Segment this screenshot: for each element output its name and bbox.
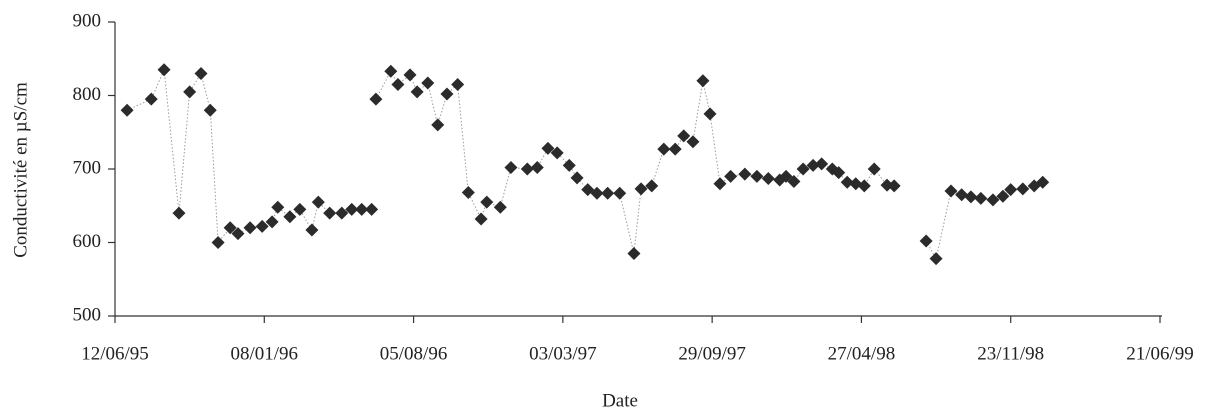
data-point	[305, 223, 319, 237]
data-point	[929, 252, 943, 266]
data-point	[645, 179, 659, 193]
data-point	[384, 64, 398, 78]
data-point	[120, 103, 134, 117]
data-point	[590, 186, 604, 200]
data-point	[761, 172, 775, 186]
data-point	[677, 129, 691, 143]
data-point	[750, 169, 764, 183]
data-point	[887, 179, 901, 193]
data-point	[713, 177, 727, 191]
data-point	[391, 77, 405, 91]
data-point	[634, 182, 648, 196]
data-point	[345, 202, 359, 216]
data-point	[613, 186, 627, 200]
data-point	[867, 162, 881, 176]
data-point	[550, 146, 564, 160]
data-point	[243, 221, 257, 235]
y-tick-label: 700	[73, 157, 102, 178]
x-tick-label: 29/09/97	[678, 343, 746, 364]
data-point	[231, 227, 245, 241]
data-point	[832, 166, 846, 180]
x-tick-label: 05/08/96	[380, 343, 448, 364]
data-point	[480, 195, 494, 209]
data-point	[1016, 182, 1030, 196]
data-point	[944, 184, 958, 198]
data-point	[451, 77, 465, 91]
data-point	[1004, 183, 1018, 197]
data-point	[144, 92, 158, 106]
x-tick-label: 03/03/97	[529, 343, 597, 364]
y-tick-label: 800	[73, 84, 102, 105]
data-point	[271, 200, 285, 214]
x-tick-label: 21/06/99	[1126, 343, 1194, 364]
data-point	[369, 92, 383, 106]
data-point	[530, 161, 544, 175]
data-point	[335, 206, 349, 220]
data-point	[668, 142, 682, 156]
data-point	[440, 87, 454, 101]
data-point	[311, 195, 325, 209]
data-point	[474, 212, 488, 226]
data-point	[738, 167, 752, 181]
data-point	[194, 66, 208, 80]
data-point	[410, 85, 424, 99]
data-point	[183, 85, 197, 99]
data-point	[355, 202, 369, 216]
data-point	[562, 158, 576, 172]
y-tick-label: 600	[73, 231, 102, 252]
data-point	[840, 175, 854, 189]
data-point	[787, 174, 801, 188]
data-point	[223, 221, 237, 235]
data-point	[493, 200, 507, 214]
data-point	[919, 234, 933, 248]
data-point	[172, 206, 186, 220]
data-point	[806, 158, 820, 172]
y-axis-label: Conductivité en µS/cm	[10, 82, 31, 258]
data-point	[421, 76, 435, 90]
x-axis-label: Date	[602, 390, 638, 411]
data-point	[323, 206, 337, 220]
data-point	[703, 107, 717, 121]
data-point	[504, 161, 518, 175]
data-point	[520, 162, 534, 176]
data-point	[796, 162, 810, 176]
data-point	[255, 219, 269, 233]
y-tick-label: 900	[73, 10, 102, 31]
data-point	[403, 68, 417, 82]
x-tick-label: 27/04/98	[828, 343, 896, 364]
data-point	[657, 142, 671, 156]
data-point	[541, 141, 555, 155]
data-point	[461, 186, 475, 200]
data-point	[857, 179, 871, 193]
data-point	[203, 103, 217, 117]
data-point	[431, 118, 445, 132]
y-tick-label: 500	[73, 304, 102, 325]
data-point	[686, 135, 700, 149]
data-point	[627, 247, 641, 261]
data-point	[815, 157, 829, 171]
data-point	[601, 186, 615, 200]
data-point	[283, 210, 297, 224]
data-point	[724, 169, 738, 183]
x-tick-label: 23/11/98	[977, 343, 1044, 364]
data-point	[365, 202, 379, 216]
data-point	[211, 236, 225, 249]
data-point	[974, 191, 988, 205]
data-point	[157, 63, 171, 77]
data-point	[570, 171, 584, 185]
x-tick-label: 12/06/95	[81, 343, 149, 364]
data-point	[955, 188, 969, 202]
data-point	[293, 202, 307, 216]
x-tick-label: 08/01/96	[231, 343, 299, 364]
data-point	[964, 190, 978, 204]
data-point	[986, 193, 1000, 207]
data-point	[1036, 175, 1050, 189]
data-point	[265, 215, 279, 229]
data-point	[696, 74, 710, 88]
data-point	[996, 189, 1010, 203]
